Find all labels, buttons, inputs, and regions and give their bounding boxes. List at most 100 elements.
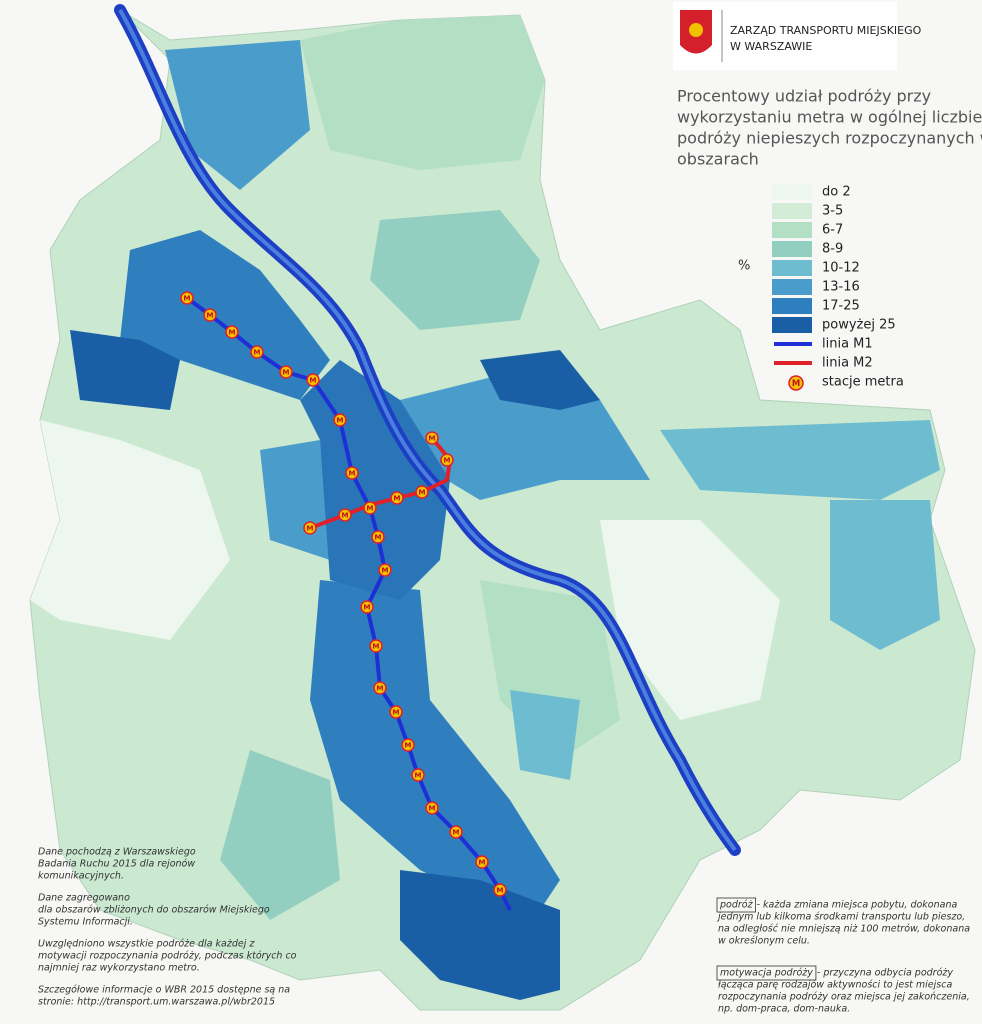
organization-name: ZARZĄD TRANSPORTU MIEJSKIEGO xyxy=(730,24,922,37)
legend-label: 3-5 xyxy=(822,204,843,219)
legend-swatch xyxy=(772,279,812,295)
metro-station-symbol: M xyxy=(309,376,316,385)
metro-station xyxy=(363,501,377,515)
metro-station-symbol: M xyxy=(183,294,190,303)
district xyxy=(600,520,780,720)
metro-station xyxy=(203,308,217,322)
district xyxy=(300,15,545,170)
metro-station-symbol: M xyxy=(393,494,400,503)
legend-swatch xyxy=(772,298,812,314)
metro-line-m1 xyxy=(185,296,512,911)
map-title: obszarach xyxy=(677,150,759,169)
texts: ZARZĄD TRANSPORTU MIEJSKIEGO W WARSZAWIE P… xyxy=(38,24,982,1015)
note: najmniej raz wykorzystano metro. xyxy=(38,963,200,974)
definition-text: jednym lub kilkoma środkami transportu l… xyxy=(716,912,965,923)
legend-swatch xyxy=(772,222,812,238)
legend-label: 13-16 xyxy=(822,280,860,295)
note: Dane pochodzą z Warszawskiego xyxy=(38,847,196,858)
metro-station xyxy=(250,345,264,359)
metro-station-symbol: M xyxy=(381,566,388,575)
metro-station-symbol: M xyxy=(374,533,381,542)
note: Uwzględniono wszystkie podróże dla każde… xyxy=(38,939,255,950)
district xyxy=(400,870,560,1000)
metro-station-symbol: M xyxy=(228,328,235,337)
metro-station xyxy=(389,705,403,719)
legend-swatch xyxy=(772,241,812,257)
metro-station-symbol: M xyxy=(253,348,260,357)
district xyxy=(510,690,580,780)
metro-station xyxy=(345,466,359,480)
metro-station-symbol: M xyxy=(418,488,425,497)
metro-station xyxy=(440,453,454,467)
metro-station xyxy=(225,325,239,339)
metro-station xyxy=(306,373,320,387)
note: Badania Ruchu 2015 dla rejonów xyxy=(38,859,195,870)
note: dla obszarów zbliżonych do obszarów Miej… xyxy=(38,905,270,916)
definition-text: - przyczyna odbycia podróży xyxy=(817,968,953,979)
metro-station xyxy=(373,681,387,695)
definition-text: - każda zmiana miejsca pobytu, dokonana xyxy=(757,900,958,911)
district xyxy=(660,420,940,500)
note: motywacji rozpoczynania podróży, podczas… xyxy=(38,951,297,962)
legend-label: 10-12 xyxy=(822,261,860,276)
district xyxy=(70,330,180,410)
legend-unit: % xyxy=(738,259,750,274)
legend-label: linia M2 xyxy=(822,356,873,371)
city-map: M M M M M M M M M M M M M M M M M M M M M M M M M M M xyxy=(29,4,976,1011)
district xyxy=(310,580,560,910)
metro-station-symbol: M xyxy=(452,828,459,837)
metro-station-symbol: M xyxy=(363,603,370,612)
metro-station xyxy=(333,413,347,427)
metro-station-symbol: M xyxy=(366,504,373,513)
legend-swatch xyxy=(772,260,812,276)
metro-station-symbol: M xyxy=(376,684,383,693)
note: Szczegółowe informacje o WBR 2015 dostęp… xyxy=(38,985,290,996)
metro-station-symbol: M xyxy=(404,741,411,750)
organization-name: W WARSZAWIE xyxy=(730,40,812,53)
legend-label: powyżej 25 xyxy=(822,318,896,333)
legend-label: 8-9 xyxy=(822,242,843,257)
definition-text: w określonym celu. xyxy=(718,936,810,947)
metro-station xyxy=(493,883,507,897)
metro-station xyxy=(279,365,293,379)
metro-station xyxy=(425,431,439,445)
district xyxy=(830,500,940,650)
metro-station xyxy=(390,491,404,505)
metro-station xyxy=(360,600,374,614)
map-title: wykorzystaniu metra w ogólnej liczbie xyxy=(677,108,982,127)
metro-station-symbol: M xyxy=(372,642,379,651)
definition-text: łącząca parę rodzajów aktywności to jest… xyxy=(718,980,952,991)
note: komunikacyjnych. xyxy=(38,871,124,882)
definition-text: na odległość nie mniejszą niż 100 metrów… xyxy=(718,924,970,935)
metro-station xyxy=(303,521,317,535)
metro-station-symbol: M xyxy=(341,511,348,520)
district xyxy=(370,210,540,330)
legend-swatch xyxy=(772,317,812,333)
legend-swatch xyxy=(772,184,812,200)
metro-station-symbol: M xyxy=(206,311,213,320)
metro-station xyxy=(180,291,194,305)
legend-label: do 2 xyxy=(822,185,851,200)
legend-station xyxy=(788,375,804,391)
metro-station xyxy=(415,485,429,499)
metro-station-symbol: M xyxy=(336,416,343,425)
district xyxy=(30,420,230,640)
metro-station xyxy=(371,530,385,544)
district xyxy=(480,350,600,410)
metro-station xyxy=(425,801,439,815)
district xyxy=(220,750,340,920)
legend-station-symbol: M xyxy=(792,378,800,388)
note: stronie: http://transport.um.warszawa.pl… xyxy=(38,997,275,1008)
legend-label: 17-25 xyxy=(822,299,860,314)
metro-station-symbol: M xyxy=(428,804,435,813)
definition-term-box xyxy=(716,965,817,981)
metro-station xyxy=(401,738,415,752)
stations: M M M M M M M M M M M M M M M M M M M M M M M M M M M xyxy=(180,291,507,897)
metro-station-symbol: M xyxy=(282,368,289,377)
definition-term: podróż xyxy=(719,900,754,911)
legend-label: linia M1 xyxy=(822,337,873,352)
definition-text: np. dom-praca, dom-nauka. xyxy=(718,1004,850,1015)
coat-of-arms-figure xyxy=(689,23,703,37)
metro-station xyxy=(378,563,392,577)
